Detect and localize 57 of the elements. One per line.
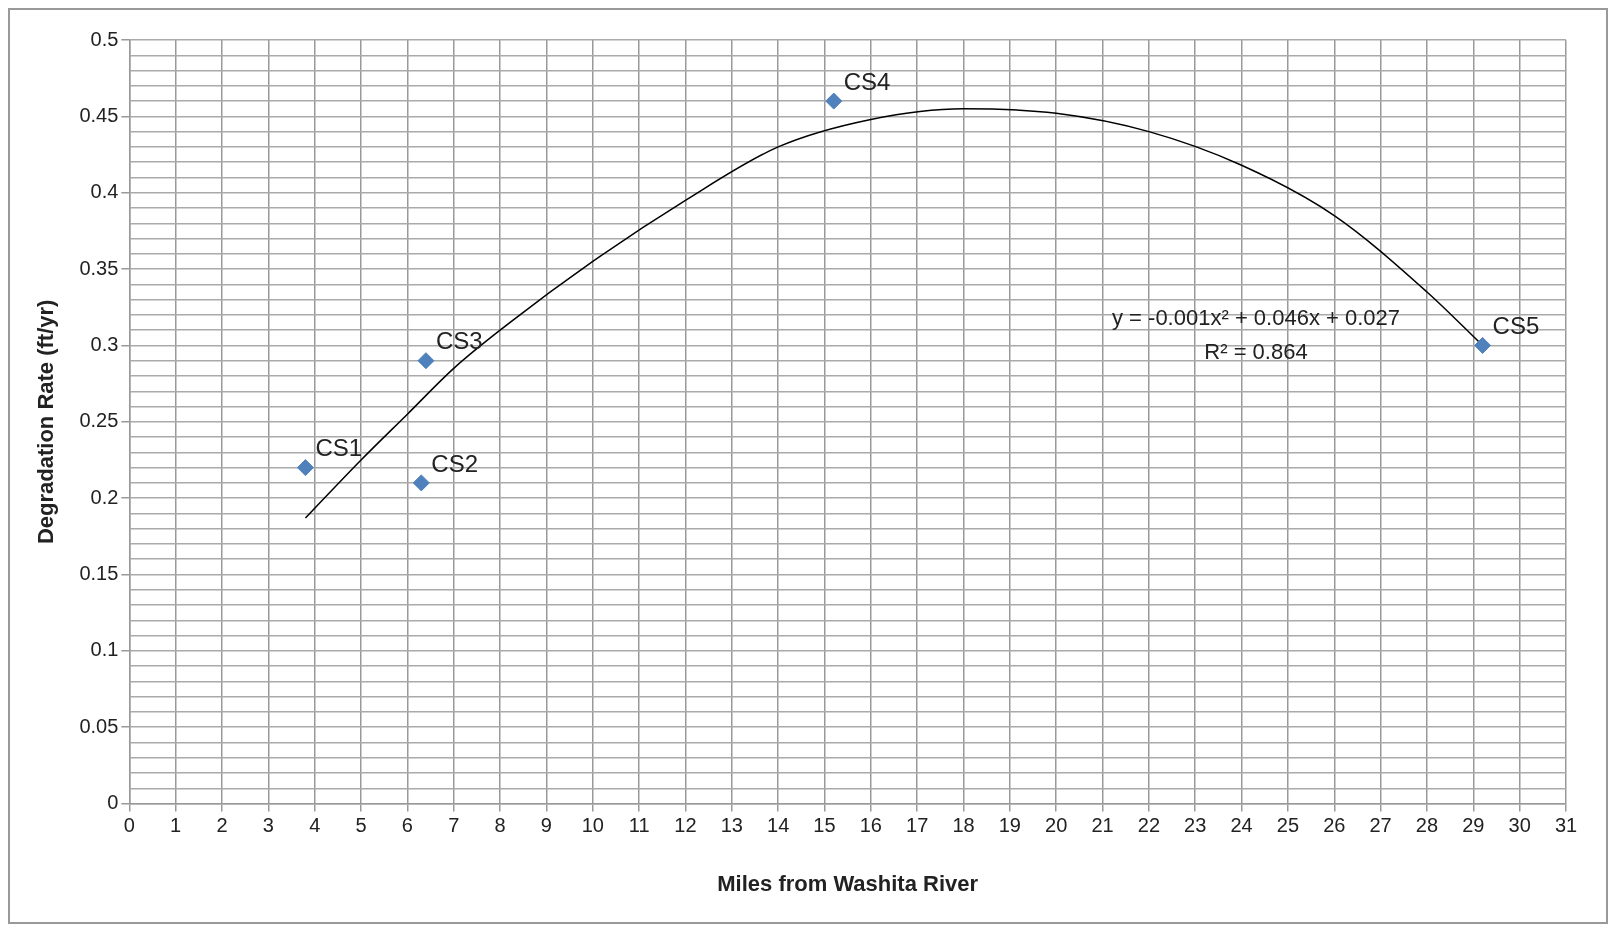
y-tick-label: 0.3 — [90, 332, 119, 355]
x-tick-label: 25 — [1276, 814, 1300, 837]
point — [825, 92, 843, 110]
x-tick-label: 1 — [170, 814, 182, 837]
x-tick-label: 9 — [540, 814, 552, 837]
point — [417, 352, 435, 370]
point — [1474, 336, 1492, 354]
x-tick-label: 28 — [1415, 814, 1439, 837]
y-tick-label: 0.1 — [90, 638, 119, 661]
annotation: CS3 — [435, 327, 483, 355]
x-tick-label: 12 — [674, 814, 697, 837]
x-axis-title: Miles from Washita River — [717, 870, 979, 896]
x-tick-label: 14 — [767, 814, 790, 837]
x-tick-label: 10 — [581, 814, 604, 837]
y-tick-label: 0 — [107, 791, 119, 814]
annotation: CS5 — [1492, 312, 1540, 340]
y-tick-label: 0.4 — [90, 180, 119, 203]
x-tick-label: 3 — [262, 814, 274, 837]
x-tick-label: 13 — [720, 814, 743, 837]
y-tick-label: 0.05 — [79, 714, 119, 737]
x-tick-label: 0 — [123, 814, 135, 837]
x-tick-label: 24 — [1230, 814, 1253, 837]
x-tick-label: 23 — [1184, 814, 1207, 837]
x-tick-label: 6 — [401, 814, 413, 837]
point — [296, 459, 314, 477]
x-tick-label: 30 — [1508, 814, 1531, 837]
x-tick-label: 7 — [448, 814, 460, 837]
x-tick-label: 17 — [906, 814, 929, 837]
x-tick-label: 22 — [1137, 814, 1161, 837]
x-tick-label: 18 — [952, 814, 975, 837]
annotation: CS1 — [315, 434, 363, 462]
y-tick-label: 0.45 — [79, 103, 119, 126]
x-tick-label: 26 — [1323, 814, 1346, 837]
y-tick-label: 0.2 — [90, 485, 119, 508]
x-tick-label: 29 — [1462, 814, 1485, 837]
y-tick-label: 0.15 — [79, 562, 119, 585]
x-tick-label: 27 — [1369, 814, 1392, 837]
x-tick-label: 20 — [1045, 814, 1068, 837]
y-tick-label: 0.5 — [90, 27, 119, 50]
annotation: CS2 — [431, 449, 478, 477]
annotation: CS4 — [843, 67, 891, 95]
x-tick-label: 19 — [998, 814, 1021, 837]
y-tick-label: 0.35 — [79, 256, 119, 279]
y-tick-label: 0.25 — [79, 409, 119, 432]
x-tick-label: 21 — [1091, 814, 1114, 837]
point — [412, 474, 430, 492]
x-tick-label: 31 — [1554, 814, 1578, 837]
x-tick-label: 15 — [813, 814, 836, 837]
annotation: y = -0.001x² + 0.046x + 0.027 — [1111, 305, 1401, 331]
x-tick-label: 8 — [494, 814, 506, 837]
x-tick-label: 4 — [309, 814, 321, 837]
x-tick-label: 11 — [628, 814, 650, 837]
x-tick-label: 2 — [216, 814, 228, 837]
x-tick-label: 16 — [859, 814, 882, 837]
annotation: R² = 0.864 — [1204, 339, 1308, 365]
y-axis-title: Degradation Rate (ft/yr) — [33, 299, 59, 545]
x-tick-label: 5 — [355, 814, 367, 837]
